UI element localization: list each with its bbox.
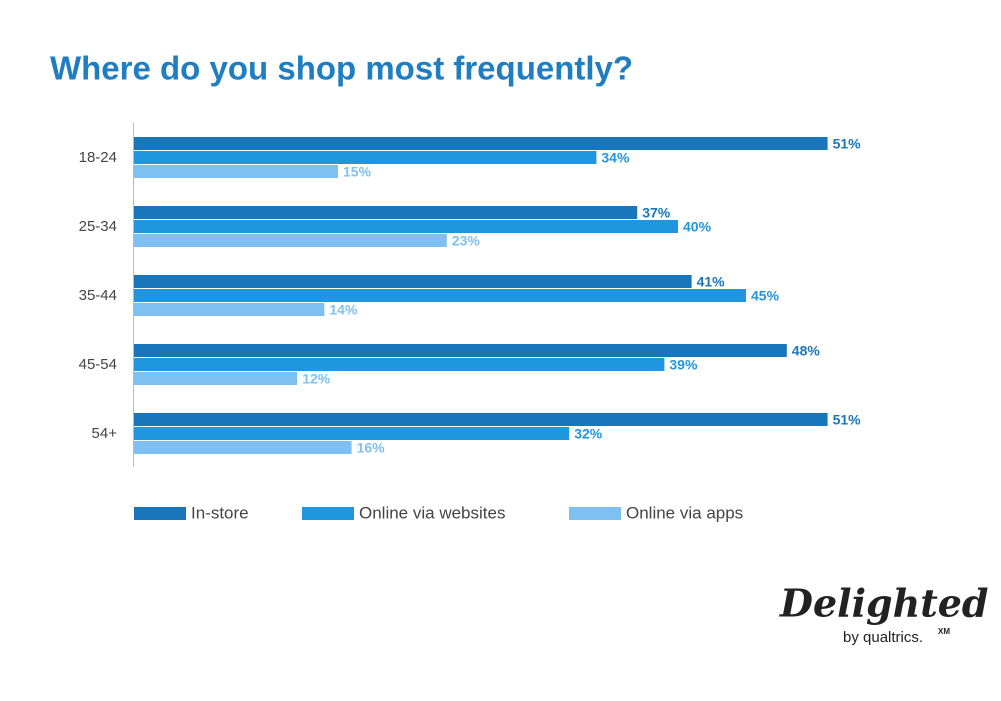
value-label: 16%	[357, 440, 386, 456]
legend-label: Online via apps	[626, 503, 743, 522]
value-label: 12%	[302, 371, 331, 387]
category-label: 45-54	[79, 356, 117, 373]
value-label: 37%	[642, 205, 671, 221]
logo: Delighted by qualtrics. XM	[779, 581, 989, 646]
logo-mark: XM	[938, 627, 950, 636]
value-label: 23%	[452, 233, 481, 249]
value-label: 51%	[833, 412, 862, 428]
bar	[134, 289, 746, 302]
chart-title: Where do you shop most frequently?	[50, 50, 633, 87]
value-label: 32%	[574, 426, 603, 442]
bar	[134, 413, 828, 426]
value-label: 39%	[669, 357, 698, 373]
category-label: 54+	[92, 425, 118, 442]
value-label: 15%	[343, 164, 372, 180]
logo-tagline: by qualtrics.	[843, 629, 923, 646]
bar	[134, 358, 665, 371]
value-label: 41%	[697, 274, 726, 290]
value-label: 34%	[601, 150, 630, 166]
bar	[134, 441, 352, 454]
value-label: 48%	[792, 343, 821, 359]
value-label: 40%	[683, 219, 712, 235]
category-label: 35-44	[79, 287, 117, 304]
bar	[134, 165, 338, 178]
category-label: 18-24	[79, 149, 117, 166]
legend-label: In-store	[191, 503, 249, 522]
value-label: 14%	[329, 302, 358, 318]
bar	[134, 137, 828, 150]
bar	[134, 206, 638, 219]
bar	[134, 234, 447, 247]
logo-name: Delighted	[779, 581, 989, 626]
legend-label: Online via websites	[359, 503, 505, 522]
legend-swatch	[134, 507, 186, 520]
bar	[134, 372, 298, 385]
value-label: 51%	[833, 136, 862, 152]
bar	[134, 275, 692, 288]
bar	[134, 220, 678, 233]
bar	[134, 427, 570, 440]
value-label: 45%	[751, 288, 780, 304]
legend-swatch	[302, 507, 354, 520]
category-label: 25-34	[79, 218, 117, 235]
bar	[134, 303, 325, 316]
bar	[134, 151, 597, 164]
legend-swatch	[569, 507, 621, 520]
bar	[134, 344, 787, 357]
